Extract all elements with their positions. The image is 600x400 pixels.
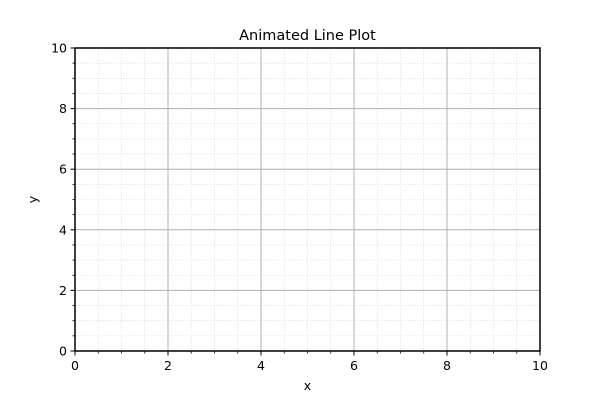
y-tick-label: 8	[59, 101, 67, 116]
y-tick-label: 10	[51, 41, 67, 56]
x-tick-label: 10	[532, 358, 548, 373]
y-tick-label: 6	[59, 162, 67, 177]
x-tick-label: 8	[443, 358, 451, 373]
x-axis-label: x	[304, 378, 311, 393]
y-axis-label: y	[25, 195, 40, 203]
y-tick-label: 2	[59, 283, 67, 298]
x-tick-label: 6	[350, 358, 358, 373]
x-tick-label: 4	[257, 358, 265, 373]
x-tick-label: 0	[71, 358, 79, 373]
chart-title: Animated Line Plot	[239, 28, 376, 44]
x-axis: 0 2 4 6 8 10	[71, 351, 548, 373]
y-axis: 0 2 4 6 8 10	[51, 41, 75, 359]
x-tick-label: 2	[164, 358, 172, 373]
y-tick-label: 4	[59, 222, 67, 237]
y-tick-label: 0	[59, 344, 67, 359]
minor-grid	[75, 48, 540, 351]
plot-area	[74, 47, 541, 352]
